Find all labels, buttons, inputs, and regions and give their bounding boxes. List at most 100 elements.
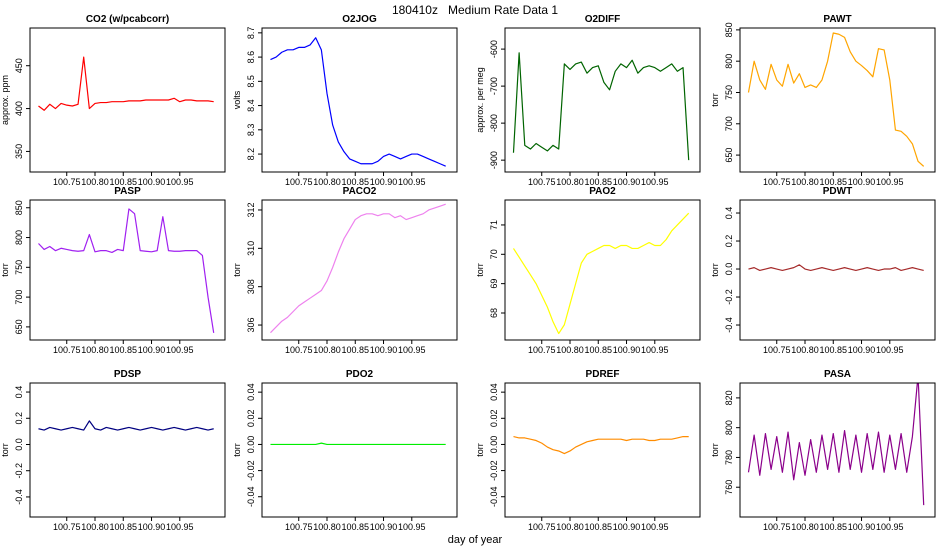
x-axis-label: day of year [448,534,503,546]
y-tick-label: 70 [489,249,499,259]
x-tick-label: 100.75 [53,345,81,355]
y-tick-label: 0.02 [489,410,499,428]
y-tick-label: 0.02 [246,410,256,428]
y-tick-label: 800 [724,54,734,69]
x-tick-label: 100.90 [848,345,876,355]
data-line [512,52,690,161]
y-tick-label: 700 [724,116,734,131]
y-tick-label: 71 [489,220,499,230]
data-line [38,208,215,333]
y-tick-label: 0.4 [724,207,734,220]
x-tick-label: 100.95 [641,345,669,355]
x-tick-label: 100.75 [528,177,556,187]
y-tick-label: 68 [489,308,499,318]
x-tick-label: 100.90 [613,345,641,355]
plot-frame [29,382,226,518]
y-axis-label: torr [0,263,10,277]
x-tick-label: 100.85 [819,522,847,532]
y-tick-label: 780 [724,450,734,465]
x-tick-label: 100.90 [138,345,166,355]
y-tick-label: 760 [724,480,734,495]
panel-title: CO2 (w/pcabcorr) [86,14,169,25]
y-tick-label: 306 [246,318,256,333]
plot-area [38,420,214,431]
y-axis-label: torr [475,263,485,277]
plot-area [513,436,689,455]
x-tick-label: 100.95 [876,177,904,187]
plot-area [38,208,215,333]
panel-title: PDO2 [346,369,374,380]
y-tick-label: -0.2 [14,463,24,479]
x-tick-label: 100.85 [584,177,612,187]
y-tick-label: 800 [14,230,24,245]
x-tick-label: 100.80 [81,522,109,532]
x-tick-label: 100.75 [53,522,81,532]
data-line [270,203,446,334]
y-tick-label: 69 [489,279,499,289]
y-tick-label: -0.02 [246,460,256,481]
y-tick-label: 312 [246,202,256,217]
x-tick-label: 100.90 [370,177,398,187]
x-tick-label: 100.75 [763,522,791,532]
x-tick-label: 100.90 [370,345,398,355]
panel: PAO2 68 69 70 71 100.75 100.80 100.85 100.90 100.… [475,186,701,355]
x-tick-label: 100.80 [313,345,341,355]
y-tick-label: 450 [14,58,24,73]
x-tick-label: 100.95 [876,522,904,532]
y-tick-label: 8.5 [246,75,256,88]
plot-frame [29,199,226,341]
data-line [747,32,925,167]
data-line [270,37,446,167]
y-tick-label: 8.6 [246,51,256,64]
y-axis-label: torr [232,443,242,457]
panel: PASA 760 780 800 820 100.75 100.80 100.85 100.90… [710,369,936,532]
data-line [38,56,214,111]
y-tick-label: 8.2 [246,148,256,161]
x-tick-label: 100.85 [109,522,137,532]
y-axis-label: torr [0,443,10,457]
y-tick-label: -900 [489,151,499,169]
y-tick-label: -0.02 [489,460,499,481]
x-tick-label: 100.90 [848,177,876,187]
x-tick-label: 100.95 [166,177,194,187]
y-axis-label: torr [710,93,720,107]
panel: O2JOG 8.2 8.3 8.4 8.5 8.6 8.7 100.75 100.80 100.8… [232,14,458,187]
y-tick-label: 0.4 [14,386,24,399]
x-tick-label: 100.80 [81,177,109,187]
y-tick-label: 800 [724,420,734,435]
y-tick-label: 0.0 [14,438,24,451]
x-tick-label: 100.90 [848,522,876,532]
panel-title: PDREF [586,369,620,380]
plot-frame [261,382,458,518]
plot-area [747,383,925,506]
x-tick-label: 100.85 [819,177,847,187]
y-axis-label: approx. per meg [475,67,485,133]
x-tick-label: 100.95 [641,522,669,532]
plot-area [748,264,924,272]
panel-title: PACO2 [343,186,377,197]
y-tick-label: 850 [14,200,24,215]
data-line [747,383,925,506]
x-tick-label: 100.80 [791,345,819,355]
x-tick-label: 100.95 [398,522,426,532]
x-tick-label: 100.85 [819,345,847,355]
plot-area [270,203,446,334]
y-tick-label: -0.4 [14,489,24,505]
x-tick-label: 100.95 [166,522,194,532]
plot-frame [29,27,226,173]
panel-title: PAO2 [589,186,616,197]
y-tick-label: 8.4 [246,99,256,112]
panel-title: PDSP [114,369,142,380]
x-tick-label: 100.75 [285,522,313,532]
data-line [38,420,214,431]
x-tick-label: 100.80 [81,345,109,355]
y-axis-label: volts [232,90,242,109]
y-tick-label: 820 [724,390,734,405]
